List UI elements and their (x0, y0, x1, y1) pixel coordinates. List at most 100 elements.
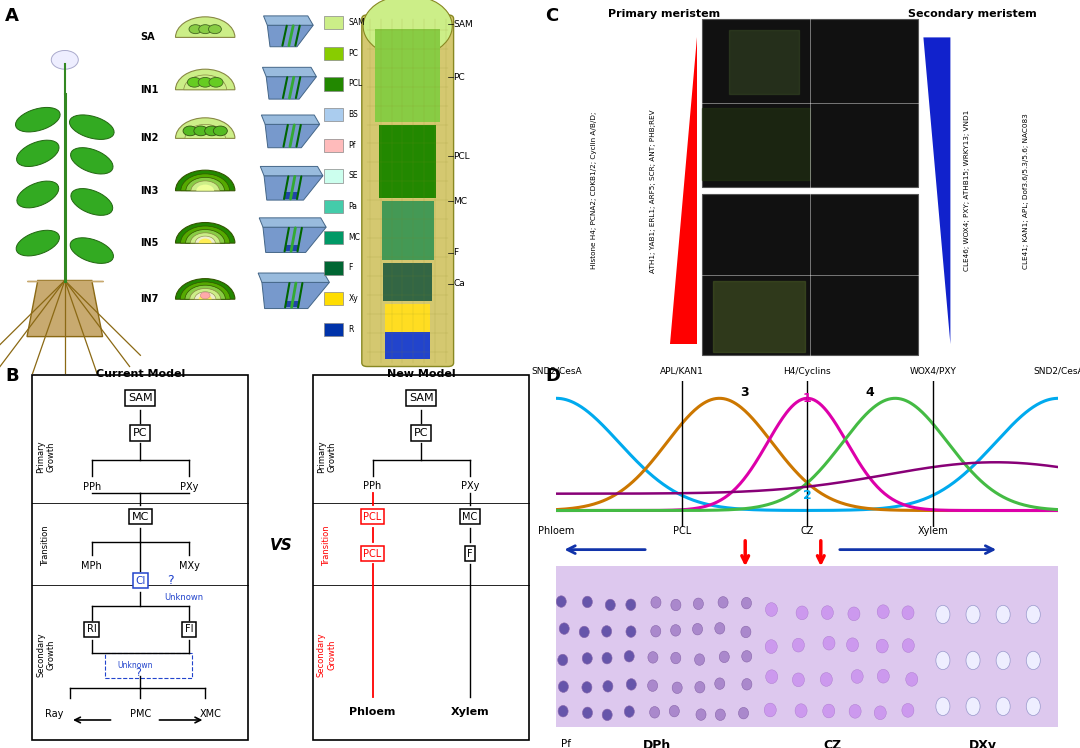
FancyBboxPatch shape (324, 231, 343, 244)
FancyBboxPatch shape (324, 323, 343, 336)
Text: ?: ? (135, 668, 140, 678)
Wedge shape (190, 233, 220, 243)
Wedge shape (175, 70, 235, 90)
Text: PC: PC (454, 73, 465, 82)
Ellipse shape (874, 706, 887, 720)
Ellipse shape (603, 709, 612, 720)
Wedge shape (186, 177, 225, 191)
Text: D: D (545, 367, 561, 384)
Wedge shape (175, 16, 235, 37)
Ellipse shape (694, 681, 705, 693)
Polygon shape (264, 16, 313, 25)
Polygon shape (259, 218, 326, 227)
Text: DXy: DXy (969, 738, 997, 748)
Text: PCL: PCL (673, 527, 691, 536)
Wedge shape (194, 292, 216, 299)
Text: IN5: IN5 (140, 238, 159, 248)
FancyBboxPatch shape (324, 262, 343, 275)
Ellipse shape (742, 678, 752, 690)
FancyBboxPatch shape (324, 292, 343, 305)
Text: Ca: Ca (454, 279, 465, 288)
Bar (285, 301, 298, 307)
Ellipse shape (71, 188, 112, 215)
Text: PMC: PMC (130, 709, 151, 719)
FancyBboxPatch shape (362, 15, 454, 367)
Text: IN1: IN1 (140, 85, 159, 95)
Ellipse shape (15, 108, 60, 132)
Polygon shape (265, 176, 323, 200)
Text: CI: CI (135, 576, 146, 586)
Text: MC: MC (462, 512, 477, 521)
Text: IN2: IN2 (140, 133, 159, 144)
Ellipse shape (793, 638, 805, 652)
Ellipse shape (582, 596, 593, 607)
Text: APL/KAN1: APL/KAN1 (660, 367, 704, 376)
Text: B: B (5, 367, 19, 384)
Polygon shape (258, 273, 329, 283)
Polygon shape (260, 167, 323, 176)
Ellipse shape (823, 637, 835, 650)
Ellipse shape (625, 599, 636, 610)
Circle shape (188, 78, 201, 87)
Ellipse shape (876, 640, 888, 653)
Ellipse shape (692, 623, 703, 635)
Text: PPh: PPh (364, 481, 381, 491)
Polygon shape (702, 108, 810, 180)
Ellipse shape (582, 681, 592, 693)
Ellipse shape (556, 596, 566, 607)
Text: PPh: PPh (83, 482, 100, 491)
Text: Unknown: Unknown (118, 661, 153, 670)
Ellipse shape (742, 598, 752, 609)
Ellipse shape (739, 708, 748, 719)
Ellipse shape (672, 682, 683, 693)
Text: ATH1; YAB1; ERL1; ARF5; SCR; ANT; PHB;REV: ATH1; YAB1; ERL1; ARF5; SCR; ANT; PHB;RE… (650, 109, 657, 272)
Ellipse shape (821, 672, 833, 687)
Wedge shape (185, 285, 226, 299)
Text: Transition: Transition (41, 525, 51, 566)
Ellipse shape (603, 681, 613, 692)
FancyBboxPatch shape (556, 566, 1058, 727)
Ellipse shape (906, 672, 918, 686)
Ellipse shape (624, 706, 634, 717)
Ellipse shape (741, 626, 751, 638)
Ellipse shape (363, 0, 453, 57)
Text: 1: 1 (802, 392, 812, 405)
Text: CLE41; KAN1; APL; Dof3.6/5.3/5.6; NAC083: CLE41; KAN1; APL; Dof3.6/5.3/5.6; NAC083 (1023, 113, 1029, 269)
Text: FI: FI (185, 625, 193, 634)
Ellipse shape (849, 705, 861, 718)
Text: F: F (454, 248, 459, 257)
Text: 4: 4 (866, 386, 875, 399)
Text: 2: 2 (802, 489, 812, 503)
Ellipse shape (557, 654, 568, 666)
Text: Phloem: Phloem (350, 707, 395, 717)
Ellipse shape (670, 705, 679, 717)
Wedge shape (185, 124, 226, 138)
Ellipse shape (715, 709, 726, 720)
Text: PXy: PXy (179, 482, 199, 491)
Wedge shape (199, 295, 212, 299)
Text: PCL: PCL (454, 152, 470, 161)
Text: XMC: XMC (200, 709, 221, 719)
Polygon shape (267, 77, 316, 99)
Ellipse shape (559, 623, 569, 634)
Ellipse shape (1026, 605, 1040, 624)
Text: Ray: Ray (44, 709, 64, 719)
Bar (284, 192, 297, 199)
Circle shape (52, 50, 78, 70)
Text: F: F (348, 263, 353, 272)
Text: WOX4/PXY: WOX4/PXY (909, 367, 956, 376)
Ellipse shape (877, 669, 889, 683)
Wedge shape (175, 223, 235, 243)
Ellipse shape (902, 606, 914, 619)
Text: PCL: PCL (364, 548, 381, 559)
FancyBboxPatch shape (384, 304, 430, 332)
Ellipse shape (823, 704, 835, 718)
Ellipse shape (582, 653, 592, 664)
Circle shape (210, 78, 224, 87)
Text: BS: BS (348, 110, 359, 119)
Text: SND2/CesA: SND2/CesA (531, 367, 581, 376)
FancyBboxPatch shape (379, 126, 436, 197)
Bar (285, 245, 298, 251)
Ellipse shape (765, 703, 777, 717)
Circle shape (183, 126, 197, 136)
